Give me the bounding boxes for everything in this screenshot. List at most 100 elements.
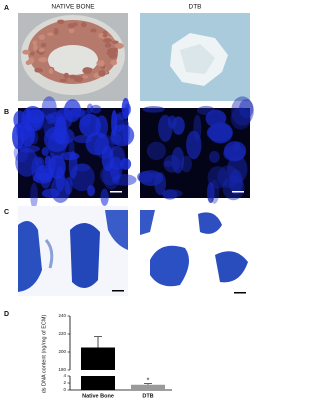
fluorescent-region xyxy=(206,181,215,204)
bone-chip xyxy=(98,69,106,77)
bone-chip xyxy=(28,57,35,64)
fluorescent-region xyxy=(87,185,96,197)
fluorescent-region xyxy=(209,150,220,163)
bone-chip xyxy=(80,21,87,28)
fluorescent-region xyxy=(171,146,185,174)
fluorescent-region xyxy=(90,104,102,114)
fluorescent-region xyxy=(163,154,181,173)
bone-chip xyxy=(102,33,108,38)
bone-chip xyxy=(112,47,118,54)
panel-label: D xyxy=(4,311,9,318)
bone-chip xyxy=(40,42,47,48)
panel-label: B xyxy=(4,109,9,116)
fluorescent-region xyxy=(121,97,130,120)
bar xyxy=(131,384,165,390)
fluorescent-region xyxy=(85,131,110,156)
bone-chip xyxy=(59,78,68,83)
bone-chip xyxy=(38,57,49,63)
fluorescent-region xyxy=(205,109,227,128)
fluorescent-region xyxy=(47,130,67,158)
fluorescent-region xyxy=(79,113,101,138)
fluorescent-region xyxy=(41,96,57,120)
fluorescent-region xyxy=(86,103,94,114)
photo-dtb xyxy=(140,13,250,101)
fluorescent-region xyxy=(158,114,173,142)
fluorescent-region xyxy=(21,106,45,132)
bone-chip xyxy=(98,59,105,67)
bone-chip xyxy=(67,23,75,29)
fluorescent-region xyxy=(163,160,173,168)
panel-label: A xyxy=(4,5,9,12)
bone-chip xyxy=(104,42,112,48)
panel-label: C xyxy=(4,209,9,216)
fluorescent-region xyxy=(162,189,178,200)
fluorescent-region xyxy=(48,155,66,180)
x-tick-label: DTB xyxy=(142,393,153,399)
y-tick-label: 4 xyxy=(63,373,66,378)
y-tick-label: 180 xyxy=(58,367,66,372)
fluorescent-region xyxy=(36,157,45,171)
fluorescent-region xyxy=(186,130,202,160)
fluorescent-region xyxy=(146,141,166,161)
fluorescent-region xyxy=(148,172,162,179)
fluorescent-region xyxy=(30,182,38,209)
bone-chip xyxy=(30,51,35,56)
fluorescent-region xyxy=(15,147,39,177)
fluorescent-region xyxy=(206,123,233,142)
error-bar xyxy=(144,383,152,385)
fluorescence-native xyxy=(12,96,137,209)
bone-chip xyxy=(102,38,113,43)
histology-native xyxy=(18,206,128,296)
bone-chip xyxy=(33,44,38,51)
y-tick-label: 2 xyxy=(63,380,66,385)
bone-chip xyxy=(38,48,45,53)
bone-chip xyxy=(110,60,118,66)
bar xyxy=(81,376,115,390)
bone-chip xyxy=(53,27,59,35)
bone-chip xyxy=(114,42,124,49)
bar xyxy=(81,347,115,370)
figure: A NATIVE BONE DTB B C D xyxy=(4,4,254,399)
fluorescent-region xyxy=(74,163,91,172)
fluorescent-region xyxy=(111,174,137,186)
y-tick-label: 200 xyxy=(58,349,66,354)
bone-chip xyxy=(22,49,31,55)
bone-chip xyxy=(112,40,119,44)
fluorescent-region xyxy=(114,113,125,133)
x-tick-label: Native Bone xyxy=(82,393,114,399)
bone-chip xyxy=(56,19,65,24)
significance-marker: * xyxy=(147,378,150,385)
bone-chip xyxy=(90,28,97,33)
fluorescent-region xyxy=(60,152,80,161)
bone-chip xyxy=(34,67,40,73)
fluorescent-region xyxy=(100,188,109,206)
fluorescent-region xyxy=(172,116,185,135)
fluorescent-region xyxy=(24,108,47,132)
fluorescent-region xyxy=(207,166,229,189)
error-bar xyxy=(94,336,102,348)
image-label: DTB xyxy=(189,4,202,11)
fluorescent-region xyxy=(46,113,55,125)
bone-chip xyxy=(63,72,70,79)
bone-chip xyxy=(82,75,89,79)
fluorescent-region xyxy=(239,99,254,119)
bone-chip xyxy=(84,67,93,72)
fluorescent-region xyxy=(100,165,120,186)
y-axis-label: ds DNA content (ng/mg of ECM) xyxy=(41,315,47,394)
image-label: NATIVE BONE xyxy=(51,4,95,11)
bone-chip xyxy=(47,32,54,36)
bone-chip xyxy=(68,27,75,34)
fluorescent-region xyxy=(137,171,154,183)
y-tick-label: 220 xyxy=(58,331,66,336)
fluorescent-region xyxy=(108,145,126,171)
fluorescent-region xyxy=(30,130,39,145)
fluorescent-region xyxy=(223,141,247,161)
fluorescent-region xyxy=(230,107,251,130)
bone-chip xyxy=(38,34,46,40)
bone-chip xyxy=(32,40,38,46)
photo-native-bone xyxy=(18,13,128,101)
fluorescent-region xyxy=(229,169,243,195)
fluorescent-region xyxy=(142,106,165,113)
fluorescent-region xyxy=(12,123,25,150)
